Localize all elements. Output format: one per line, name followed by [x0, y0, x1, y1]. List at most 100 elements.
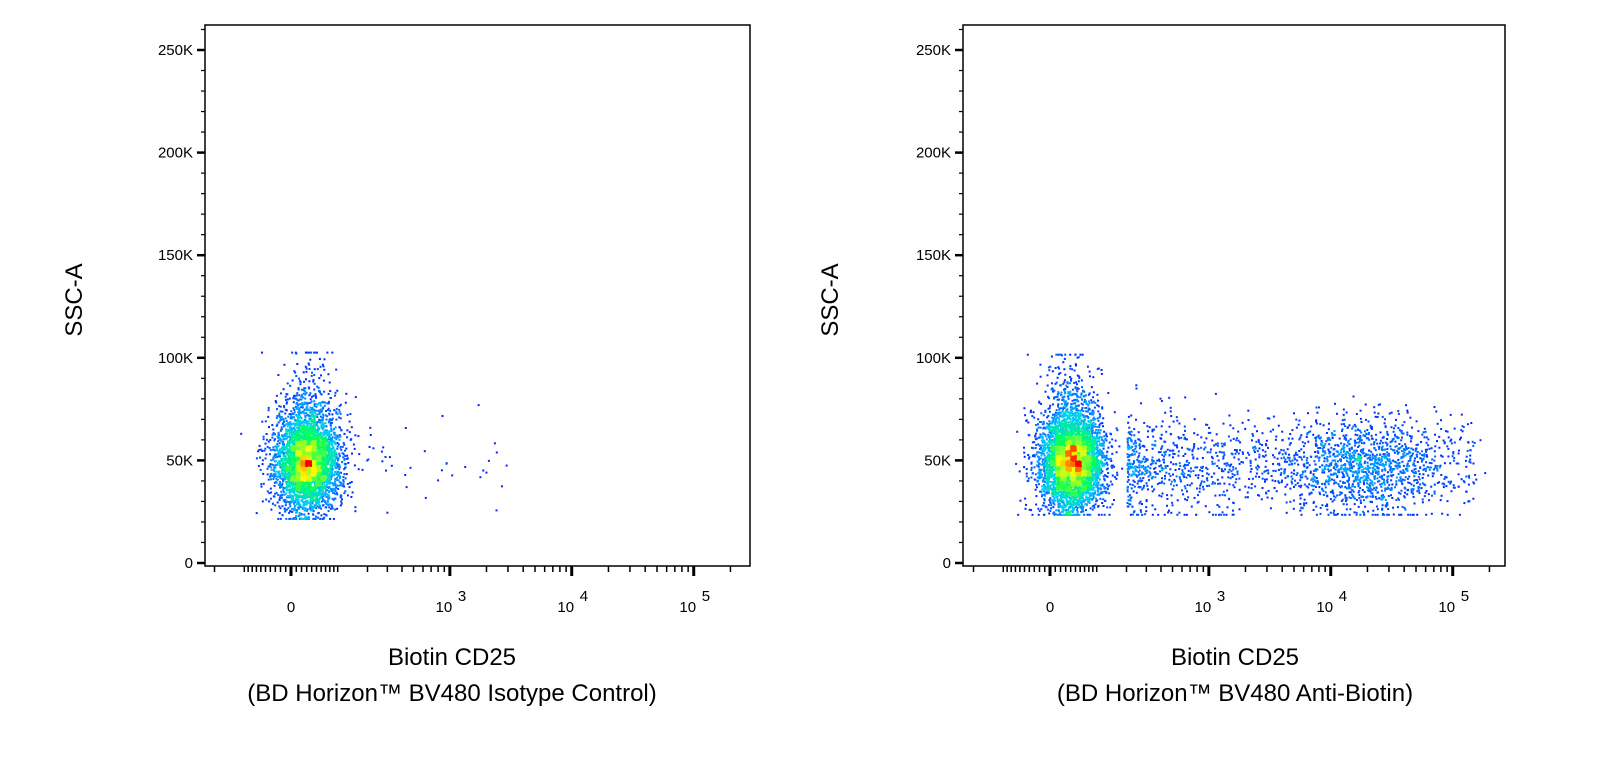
event-point: [293, 455, 296, 458]
event-point: [1170, 415, 1173, 417]
event-point: [309, 506, 311, 509]
event-point: [1063, 368, 1066, 371]
event-point: [303, 509, 306, 512]
event-point: [308, 351, 310, 354]
event-point: [306, 458, 309, 461]
event-point: [280, 458, 283, 460]
event-point: [329, 477, 332, 480]
event-point: [342, 453, 345, 456]
event-point: [322, 464, 325, 467]
event-point: [331, 417, 334, 420]
event-point: [1214, 494, 1217, 497]
event-point: [311, 436, 314, 439]
event-point: [321, 473, 324, 476]
event-point: [292, 401, 295, 404]
event-point: [318, 418, 320, 421]
event-point: [1113, 499, 1115, 501]
event-point: [283, 433, 286, 436]
event-point: [1016, 430, 1019, 433]
event-point: [1430, 512, 1433, 515]
event-point: [283, 459, 286, 461]
event-point: [300, 452, 302, 455]
event-point: [305, 391, 308, 394]
event-point: [1048, 410, 1051, 413]
event-point: [1348, 513, 1351, 516]
event-point: [1233, 456, 1236, 459]
event-point: [290, 432, 293, 434]
event-point: [343, 473, 346, 476]
event-point: [288, 489, 291, 492]
event-point: [328, 434, 331, 437]
event-point: [291, 482, 294, 485]
event-point: [293, 479, 295, 482]
event-point: [280, 392, 282, 395]
event-point: [301, 404, 304, 407]
event-point: [1111, 445, 1114, 448]
event-point: [1449, 440, 1452, 442]
event-point: [495, 451, 498, 454]
event-point: [1440, 419, 1442, 422]
event-point: [299, 485, 301, 488]
event-point: [331, 468, 334, 471]
event-point: [289, 384, 292, 387]
event-point: [312, 448, 315, 450]
event-point: [281, 410, 284, 413]
event-point: [288, 462, 290, 465]
event-point: [290, 438, 293, 441]
event-point: [321, 443, 324, 446]
event-point: [334, 483, 337, 485]
event-point: [354, 396, 357, 399]
event-point: [300, 425, 303, 428]
event-point: [346, 429, 349, 432]
event-point: [310, 489, 313, 492]
event-point: [1238, 508, 1241, 511]
event-point: [337, 475, 340, 478]
event-point: [276, 501, 279, 504]
event-point: [1287, 437, 1290, 440]
event-point: [1141, 503, 1143, 505]
event-point: [315, 484, 318, 487]
event-point: [1406, 409, 1409, 412]
event-point: [1420, 441, 1423, 443]
event-point: [327, 402, 330, 405]
event-point: [1417, 430, 1420, 433]
event-point: [1109, 506, 1112, 509]
event-point: [306, 464, 308, 467]
event-point: [325, 454, 328, 457]
event-point: [285, 488, 288, 490]
event-point: [1097, 410, 1100, 413]
event-point: [306, 405, 309, 408]
event-point: [1289, 433, 1292, 435]
event-point: [1196, 433, 1199, 436]
event-point: [308, 434, 311, 437]
event-point: [1151, 430, 1154, 433]
event-point: [1088, 392, 1091, 395]
event-point: [303, 502, 306, 505]
event-point: [323, 452, 326, 455]
event-point: [1223, 482, 1226, 485]
event-point: [301, 455, 304, 458]
event-point: [297, 407, 300, 410]
event-point: [1267, 446, 1269, 449]
event-point: [313, 428, 316, 431]
event-point: [287, 457, 290, 460]
event-point: [1440, 454, 1443, 457]
event-point: [316, 477, 319, 480]
event-point: [292, 433, 295, 436]
event-point: [296, 509, 299, 512]
event-point: [1106, 488, 1109, 491]
event-point: [343, 468, 346, 471]
event-point: [327, 481, 330, 484]
event-point: [1063, 381, 1066, 384]
event-point: [1100, 373, 1103, 375]
event-point: [1070, 379, 1072, 382]
event-point: [1386, 471, 1389, 474]
event-point: [300, 486, 303, 489]
event-point: [330, 421, 333, 424]
event-point: [340, 481, 342, 484]
event-point: [348, 482, 351, 484]
event-point: [331, 487, 334, 490]
event-point: [1405, 404, 1407, 407]
event-point: [1221, 476, 1224, 479]
event-point: [308, 402, 311, 404]
